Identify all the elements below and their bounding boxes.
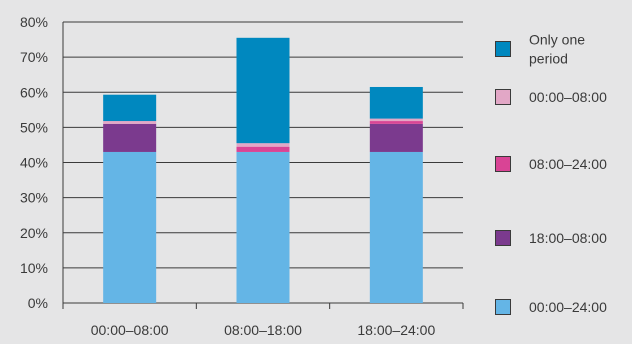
y-axis: 0% 10% 20% 30% 40% 50% 60% 70% 80% bbox=[20, 14, 64, 311]
bar-segment bbox=[236, 143, 290, 147]
legend-swatch bbox=[495, 89, 511, 105]
legend-swatch bbox=[495, 156, 511, 172]
y-tick-label: 80% bbox=[20, 14, 48, 30]
bar-segment bbox=[369, 118, 423, 122]
y-tick-label: 70% bbox=[20, 49, 48, 65]
bar-segment bbox=[103, 123, 157, 152]
bar-segment bbox=[369, 86, 423, 119]
y-tick-label: 0% bbox=[28, 295, 48, 311]
bar-segment bbox=[103, 121, 157, 124]
bar-segment bbox=[369, 151, 423, 303]
legend-label: 08:00–24:00 bbox=[529, 156, 607, 172]
legend-swatch bbox=[495, 299, 511, 315]
y-tick-label: 30% bbox=[20, 190, 48, 206]
bar-segment bbox=[236, 37, 290, 144]
legend-item: 00:00–08:00 bbox=[495, 89, 607, 105]
y-tick-label: 60% bbox=[20, 84, 48, 100]
bar-segment bbox=[236, 146, 290, 152]
x-axis: 00:00–08:00 08:00–18:00 18:00–24:00 bbox=[91, 303, 464, 338]
y-tick-label: 10% bbox=[20, 260, 48, 276]
legend-item: 00:00–24:00 bbox=[495, 299, 607, 315]
legend-swatch bbox=[495, 230, 511, 246]
legend-swatch bbox=[495, 41, 511, 57]
legend-label: 00:00–08:00 bbox=[529, 89, 607, 105]
bar-segment bbox=[103, 94, 157, 122]
y-tick-label: 50% bbox=[20, 119, 48, 135]
legend-item: 08:00–24:00 bbox=[495, 156, 607, 172]
y-tick-label: 20% bbox=[20, 225, 48, 241]
legend-label: 00:00–24:00 bbox=[529, 299, 607, 315]
bar-segment bbox=[103, 151, 157, 303]
x-category-label: 00:00–08:00 bbox=[91, 322, 169, 338]
legend-label: Only one period bbox=[529, 32, 585, 67]
bar-segment bbox=[236, 151, 290, 303]
legend-item: Only one period bbox=[495, 32, 585, 67]
x-category-label: 08:00–18:00 bbox=[224, 322, 302, 338]
legend: Only one period 00:00–08:00 08:00–24:00 18:0… bbox=[495, 32, 607, 315]
y-tick-label: 40% bbox=[20, 155, 48, 171]
bar-segment bbox=[369, 123, 423, 152]
x-category-label: 18:00–24:00 bbox=[357, 322, 435, 338]
legend-label: 18:00–08:00 bbox=[529, 230, 607, 246]
bars bbox=[103, 37, 423, 303]
bar-segment bbox=[369, 121, 423, 124]
legend-item: 18:00–08:00 bbox=[495, 230, 607, 246]
